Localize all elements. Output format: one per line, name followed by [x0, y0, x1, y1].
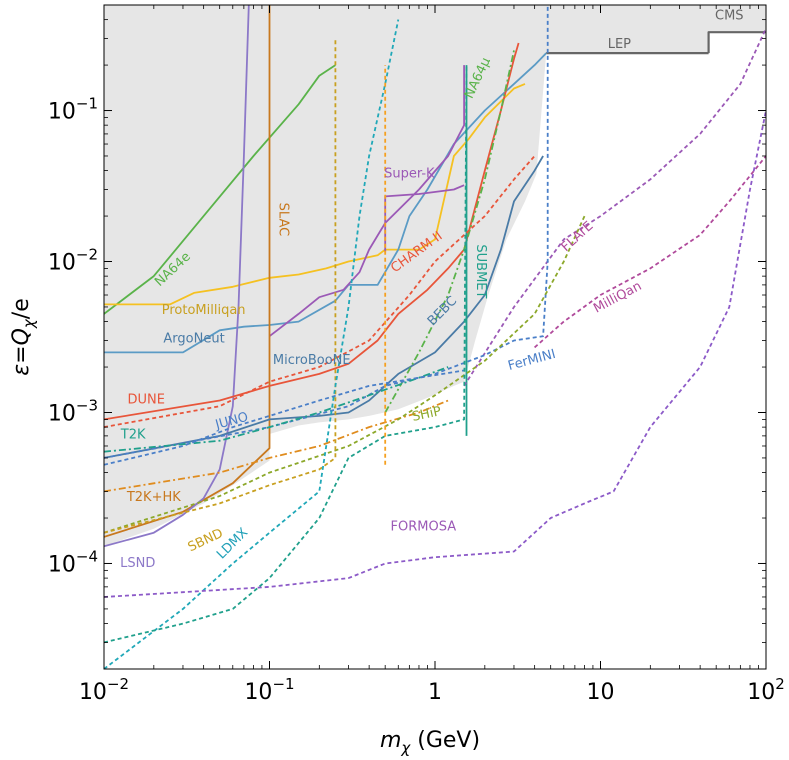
- curve-dune: [104, 155, 536, 428]
- curve-microboone: [268, 65, 466, 337]
- y-tick-label: 10−3: [48, 396, 98, 426]
- curve-label: SLAC: [275, 203, 290, 237]
- curve-label: CMS: [715, 9, 744, 24]
- y-tick-label: 10−1: [48, 95, 98, 125]
- x-tick-label: 10−2: [79, 675, 129, 705]
- curve-label: Super-K: [384, 167, 435, 182]
- curve-label: SHiP: [411, 404, 443, 425]
- curve-label: FerMINI: [506, 347, 557, 374]
- curve-t2k-hk: [104, 399, 449, 493]
- plot-area: [104, 5, 766, 669]
- curve-unlabeled-24: [104, 65, 468, 644]
- x-tick-label: 10: [587, 680, 615, 705]
- curve-label: FLArE: [559, 219, 597, 255]
- x-axis-label: mχ (GeV): [380, 728, 480, 756]
- curve-bebc: [104, 155, 544, 459]
- curve-ldmx: [104, 19, 400, 669]
- y-tick-label: 10−4: [48, 547, 98, 577]
- curve-label: SUBMET: [473, 244, 488, 298]
- curve-argoneut: [104, 52, 547, 354]
- curve-milliqan: [534, 155, 766, 349]
- x-tick-label: 1: [428, 680, 442, 705]
- curve-label: DUNE: [128, 392, 165, 407]
- curve-juno: [104, 369, 465, 466]
- curve-ship: [104, 215, 586, 534]
- curve-super-k: [384, 184, 465, 253]
- curve-flare: [463, 28, 766, 387]
- curve-label: FORMOSA: [391, 520, 457, 535]
- curve-sbnd: [104, 38, 337, 534]
- curve-label: T2K+HK: [126, 490, 181, 505]
- x-tick-label: 10−1: [244, 675, 294, 705]
- curve-label: ProtoMilliqan: [162, 303, 246, 318]
- curve-cms: [707, 31, 766, 54]
- curve-lsnd: [104, 5, 250, 548]
- curve-t2k: [104, 366, 449, 453]
- curve-na64-: [384, 50, 515, 413]
- curve-label: LEP: [608, 37, 631, 52]
- curve-label: T2K: [120, 428, 146, 443]
- curve-label: MilliQan: [591, 279, 644, 317]
- curve-label: ArgoNeut: [163, 332, 224, 347]
- y-tick-label: 10−2: [48, 246, 98, 276]
- curve-label: MicroBooNE: [273, 353, 351, 368]
- curve-protomilliqan: [104, 83, 526, 306]
- y-axis-label: ε=Qχ/e: [9, 298, 38, 376]
- curve-slac: [104, 5, 271, 538]
- curve-label: LSND: [120, 556, 155, 571]
- x-tick-label: 102: [747, 675, 785, 705]
- curve-na64e: [104, 64, 336, 315]
- excluded-region: [104, 5, 766, 547]
